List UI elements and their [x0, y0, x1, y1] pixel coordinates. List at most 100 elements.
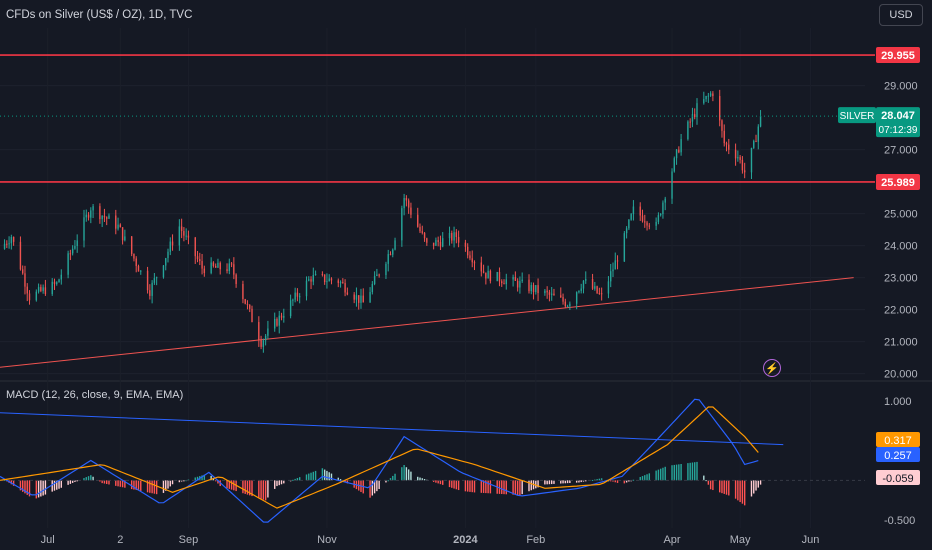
- hist-bar-22: [71, 480, 74, 483]
- hist-bar-236: [753, 480, 755, 494]
- candle-body-76: [244, 299, 246, 304]
- hist-bar-127: [405, 467, 408, 481]
- hist-bar-12: [40, 480, 42, 497]
- candle-body-137: [437, 240, 439, 242]
- candle-body-234: [743, 170, 746, 173]
- candle-body-189: [600, 293, 603, 295]
- candle-body-9: [28, 293, 31, 301]
- candle-body-144: [457, 236, 460, 243]
- candle-body-4: [12, 236, 15, 242]
- candle-body-173: [550, 293, 553, 295]
- macd-histogram: [0, 461, 865, 506]
- candle-body-130: [417, 214, 419, 227]
- candle-body-109: [346, 292, 349, 295]
- hist-bar-214: [680, 464, 682, 481]
- hist-bar-215: [687, 463, 689, 481]
- candle-body-219: [696, 103, 698, 118]
- hist-bar-104: [330, 473, 333, 481]
- candle-body-16: [53, 281, 56, 284]
- hist-bar-98: [312, 471, 315, 481]
- horizontal-levels[interactable]: 29.955 25.989: [0, 47, 920, 190]
- candle-body-49: [155, 277, 158, 279]
- candle-body-18: [58, 279, 60, 283]
- lightning-icon[interactable]: ⚡: [763, 359, 781, 377]
- hist-bar-218: [694, 462, 696, 481]
- candle-body-180: [575, 292, 578, 304]
- candle-body-78: [249, 304, 251, 309]
- candle-body-25: [83, 217, 85, 241]
- candle-body-2: [8, 243, 10, 245]
- candle-body-27: [87, 214, 90, 218]
- candle-body-7: [24, 273, 26, 287]
- candle-body-26: [85, 214, 87, 218]
- candle-body-74: [235, 274, 237, 284]
- hist-bar-161: [514, 480, 517, 495]
- candle-body-136: [435, 240, 437, 246]
- hist-bar-204: [648, 473, 651, 481]
- candle-body-227: [723, 130, 725, 144]
- hist-bar-135: [432, 480, 435, 482]
- hist-bar-95: [305, 474, 308, 481]
- candle-body-211: [673, 158, 675, 172]
- candle-body-98: [312, 275, 315, 282]
- candle-body-195: [623, 233, 626, 262]
- candle-body-135: [432, 242, 435, 246]
- candle-body-41: [133, 253, 135, 259]
- time-axis[interactable]: Jul 2 Sep Nov 2024 Feb Apr May Jun: [41, 534, 820, 546]
- candle-body-119: [378, 274, 380, 276]
- price-axis[interactable]: 20.000 21.000 22.000 23.000 24.000 25.000 27.0…: [0, 81, 920, 527]
- candle-body-197: [628, 219, 630, 229]
- candle-body-20: [67, 253, 69, 275]
- time-tick-4: 2024: [453, 534, 478, 546]
- candle-body-199: [632, 206, 635, 215]
- hist-bar-13: [42, 480, 44, 496]
- hist-bar-63: [201, 475, 203, 481]
- macd-tag-histogram: [876, 470, 920, 485]
- candle-body-5: [19, 241, 22, 270]
- hist-bar-163: [519, 480, 521, 496]
- candle-body-229: [728, 144, 730, 150]
- hist-bar-124: [394, 473, 396, 481]
- candle-body-110: [353, 294, 355, 300]
- candle-body-111: [355, 295, 358, 300]
- hist-bar-226: [721, 480, 723, 494]
- hist-bar-108: [344, 480, 346, 482]
- candle-body-194: [616, 260, 619, 262]
- candle-body-84: [267, 328, 269, 336]
- candle-body-166: [530, 285, 532, 292]
- currency-button[interactable]: USD: [879, 4, 923, 26]
- hist-bar-64: [203, 474, 206, 481]
- candle-body-169: [537, 285, 539, 294]
- candle-body-72: [230, 263, 233, 265]
- hist-bar-82: [262, 480, 265, 500]
- hist-bar-102: [326, 470, 328, 481]
- hist-bar-195: [623, 480, 626, 484]
- hist-bar-188: [598, 478, 601, 481]
- candle-body-193: [614, 260, 616, 270]
- candle-body-237: [755, 141, 757, 143]
- candle-body-210: [671, 171, 673, 199]
- hist-bar-81: [260, 480, 262, 499]
- hist-bar-93: [296, 478, 299, 481]
- hist-bar-187: [596, 479, 598, 481]
- candle-body-23: [74, 245, 76, 249]
- candle-body-54: [171, 241, 174, 246]
- candle-body-202: [644, 221, 646, 223]
- time-tick-5: Feb: [526, 534, 545, 546]
- candle-body-116: [371, 284, 374, 293]
- hist-bar-230: [734, 480, 737, 499]
- candle-body-62: [199, 259, 201, 262]
- hist-bar-203: [646, 474, 648, 481]
- candle-body-129: [410, 207, 412, 215]
- hist-bar-45: [146, 480, 149, 493]
- candle-body-160: [512, 277, 514, 280]
- candle-body-231: [737, 157, 739, 159]
- candle-body-37: [119, 224, 122, 228]
- candle-body-34: [108, 215, 110, 219]
- hist-bar-43: [137, 480, 140, 491]
- hist-bar-92: [294, 478, 296, 481]
- hist-bar-85: [274, 480, 276, 489]
- hist-bar-21: [69, 480, 72, 484]
- candle-body-90: [289, 300, 292, 317]
